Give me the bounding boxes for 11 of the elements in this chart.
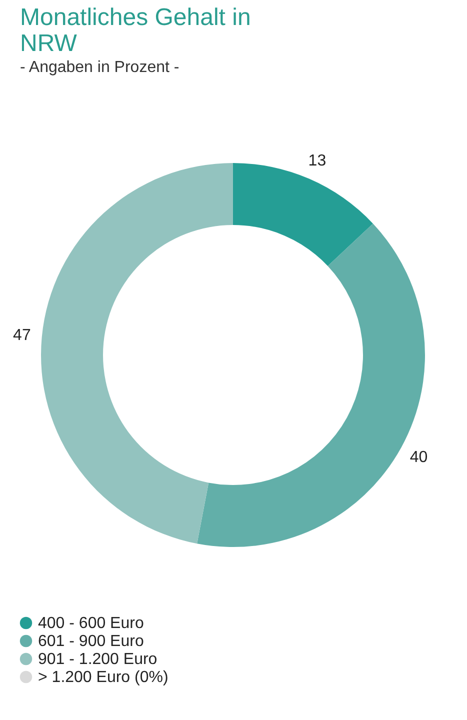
donut-slice [197, 224, 425, 547]
legend-label: 601 - 900 Euro [38, 633, 144, 650]
legend-label: 400 - 600 Euro [38, 615, 144, 632]
chart-title: Monatliches Gehalt in NRW [20, 4, 251, 57]
legend-label: 901 - 1.200 Euro [38, 651, 158, 668]
donut-slice [41, 163, 233, 544]
data-label: 47 [13, 327, 31, 344]
data-label: 40 [410, 449, 428, 466]
data-label: 13 [308, 152, 326, 170]
legend-label: > 1.200 Euro (0%) [38, 669, 168, 686]
chart-subtitle: - Angaben in Prozent - [20, 59, 180, 76]
